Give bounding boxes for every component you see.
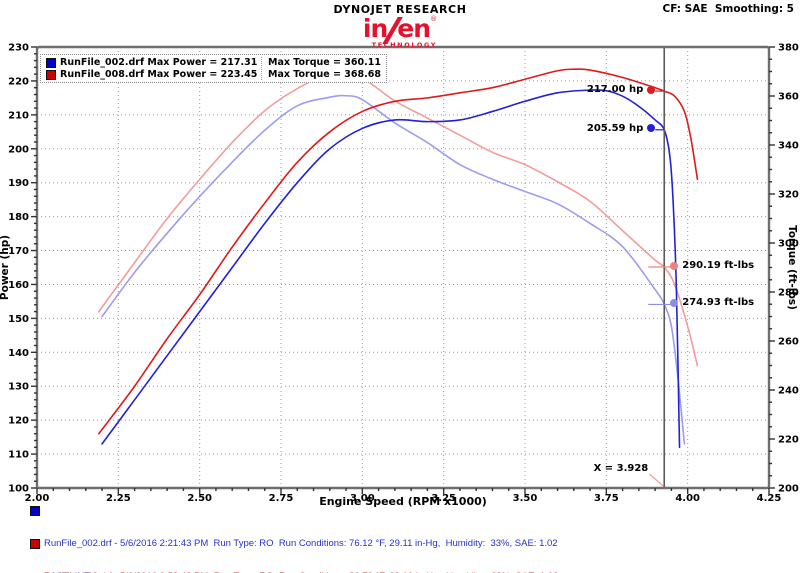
marker-dot-icon xyxy=(647,85,656,94)
run-conditions: RunFile_008.drf - 5/6/2016 2:58:48 PM Ru… xyxy=(44,571,558,573)
app-title: DYNOJET RESEARCH xyxy=(333,3,467,16)
gridlines xyxy=(37,47,769,488)
svg-text:130: 130 xyxy=(8,382,29,393)
svg-text:120: 120 xyxy=(8,416,29,427)
annotation-power-red: 217.00 hp xyxy=(586,84,656,96)
curve-runfile_002-torque xyxy=(101,94,686,445)
svg-text:170: 170 xyxy=(8,246,29,257)
svg-text:110: 110 xyxy=(8,450,29,461)
axis-ticks xyxy=(31,46,775,494)
svg-text:240: 240 xyxy=(778,386,799,397)
annotation-text: 290.19 ft-lbs xyxy=(682,260,755,272)
logo-subtitle: TECHNOLOGY xyxy=(371,41,438,49)
legend-label: RunFile_008.drf Max Power = 223.45 xyxy=(60,69,258,80)
left-axis-title: Power (hp) xyxy=(0,235,11,300)
logo-word-right: en xyxy=(397,14,431,43)
annotation-power-blue: 205.59 hp xyxy=(586,122,656,134)
annotation-text: 205.59 hp xyxy=(586,122,644,134)
svg-text:230: 230 xyxy=(8,43,29,54)
svg-text:380: 380 xyxy=(778,43,799,54)
svg-text:2.25: 2.25 xyxy=(106,493,131,504)
svg-text:4.00: 4.00 xyxy=(675,493,700,504)
svg-text:2.50: 2.50 xyxy=(187,493,212,504)
run-summary-runfile-002: RunFile_002.drf - 5/6/2016 2:21:43 PM Ru… xyxy=(30,505,558,573)
svg-text:2.00: 2.00 xyxy=(25,493,50,504)
svg-text:300: 300 xyxy=(778,239,799,250)
marker-dot-icon xyxy=(670,261,679,270)
run-summary-runfile-008: RunFile_008.drf - 5/6/2016 2:58:48 PM Ru… xyxy=(30,538,558,573)
logo-word-left: in xyxy=(362,14,388,43)
legend-box: RunFile_002.drf Max Power = 217.31 Max T… xyxy=(40,54,387,83)
svg-text:4.25: 4.25 xyxy=(757,493,782,504)
curve-runfile_008-power xyxy=(98,68,699,435)
cf-smoothing-readout: CF: SAE Smoothing: 5 xyxy=(662,3,794,15)
svg-text:320: 320 xyxy=(778,190,799,201)
annotation-text: 274.93 ft-lbs xyxy=(682,297,755,309)
legend-swatch-red xyxy=(46,69,56,80)
svg-text:160: 160 xyxy=(8,280,29,291)
annotation-torque-blue: 274.93 ft-lbs xyxy=(670,297,754,308)
logo-trademark: ® xyxy=(430,15,438,23)
svg-text:3.75: 3.75 xyxy=(594,493,619,504)
svg-text:190: 190 xyxy=(8,178,29,189)
legend-torque: Max Torque = 360.11 xyxy=(261,57,381,68)
annotation-text: 217.00 hp xyxy=(586,84,644,96)
legend-label: RunFile_002.drf Max Power = 217.31 xyxy=(60,57,258,68)
svg-text:260: 260 xyxy=(778,337,799,348)
svg-text:340: 340 xyxy=(778,141,799,152)
svg-text:3.00: 3.00 xyxy=(350,493,375,504)
x-axis-title: Engine Speed (RPM x1000) xyxy=(319,495,487,508)
legend-row-runfile-008: RunFile_008.drf Max Power = 223.45 Max T… xyxy=(46,69,381,80)
run-swatch-blue xyxy=(30,506,40,516)
cursor-pointer-line xyxy=(648,473,664,487)
dyno-curves xyxy=(98,68,699,449)
svg-text:200: 200 xyxy=(778,484,799,495)
svg-text:3.25: 3.25 xyxy=(431,493,456,504)
svg-text:140: 140 xyxy=(8,348,29,359)
run-swatch-red xyxy=(30,539,40,549)
svg-text:200: 200 xyxy=(8,144,29,155)
injen-logo: in en® TECHNOLOGY xyxy=(363,16,437,49)
svg-text:2.75: 2.75 xyxy=(269,493,294,504)
svg-text:220: 220 xyxy=(8,76,29,87)
svg-text:150: 150 xyxy=(8,314,29,325)
svg-text:3.50: 3.50 xyxy=(513,493,538,504)
cursor-x-readout: X = 3.928 xyxy=(593,463,649,474)
svg-text:360: 360 xyxy=(778,92,799,103)
svg-text:100: 100 xyxy=(8,484,29,495)
legend-swatch-blue xyxy=(46,57,56,68)
right-axis-title: Torque (ft-lbs) xyxy=(786,225,798,310)
svg-text:180: 180 xyxy=(8,212,29,223)
svg-text:280: 280 xyxy=(778,288,799,299)
marker-dot-icon xyxy=(647,124,656,133)
marker-dot-icon xyxy=(670,298,679,307)
legend-torque: Max Torque = 368.68 xyxy=(261,69,381,80)
header-brand: DYNOJET RESEARCH in en® TECHNOLOGY xyxy=(0,3,800,51)
svg-text:220: 220 xyxy=(778,435,799,446)
run-conditions: RunFile_002.drf - 5/6/2016 2:21:43 PM Ru… xyxy=(44,538,558,549)
svg-text:210: 210 xyxy=(8,110,29,121)
run-label: BASELINE xyxy=(44,571,558,573)
legend-row-runfile-002: RunFile_002.drf Max Power = 217.31 Max T… xyxy=(46,57,381,68)
curve-runfile_008-torque xyxy=(98,73,699,367)
curve-runfile_002-power xyxy=(101,89,681,449)
annotation-torque-red: 290.19 ft-lbs xyxy=(670,260,754,271)
